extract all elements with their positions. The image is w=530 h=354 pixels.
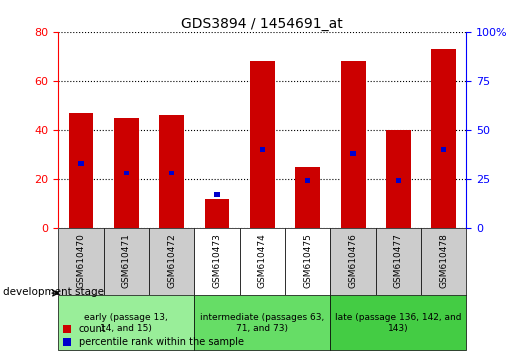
Text: GSM610476: GSM610476 bbox=[349, 233, 358, 288]
Bar bbox=[350, 151, 356, 156]
Title: GDS3894 / 1454691_at: GDS3894 / 1454691_at bbox=[181, 17, 343, 31]
Text: GSM610472: GSM610472 bbox=[167, 233, 176, 288]
Text: GSM610475: GSM610475 bbox=[303, 233, 312, 288]
Bar bbox=[149, 228, 195, 295]
Bar bbox=[386, 130, 411, 228]
Text: GSM610473: GSM610473 bbox=[213, 233, 222, 288]
Text: late (passage 136, 142, and
143): late (passage 136, 142, and 143) bbox=[335, 313, 462, 333]
Legend: count, percentile rank within the sample: count, percentile rank within the sample bbox=[63, 325, 244, 347]
Text: GSM610470: GSM610470 bbox=[76, 233, 85, 288]
Bar bbox=[376, 228, 421, 295]
Bar bbox=[195, 295, 330, 350]
Text: early (passage 13,
14, and 15): early (passage 13, 14, and 15) bbox=[84, 313, 168, 333]
Text: intermediate (passages 63,
71, and 73): intermediate (passages 63, 71, and 73) bbox=[200, 313, 324, 333]
Text: GSM610474: GSM610474 bbox=[258, 233, 267, 288]
Bar bbox=[395, 178, 401, 183]
Text: development stage: development stage bbox=[3, 287, 104, 297]
Bar bbox=[240, 228, 285, 295]
Bar bbox=[295, 167, 320, 228]
Bar bbox=[123, 171, 129, 176]
Text: GSM610477: GSM610477 bbox=[394, 233, 403, 288]
Text: GSM610478: GSM610478 bbox=[439, 233, 448, 288]
Bar bbox=[214, 192, 220, 197]
Bar bbox=[330, 295, 466, 350]
Bar bbox=[341, 61, 366, 228]
Bar bbox=[68, 113, 93, 228]
Bar bbox=[114, 118, 139, 228]
Bar bbox=[260, 147, 265, 152]
Bar bbox=[159, 115, 184, 228]
Bar bbox=[431, 49, 456, 228]
Bar bbox=[285, 228, 330, 295]
Bar bbox=[441, 147, 446, 152]
Bar bbox=[78, 161, 84, 166]
Bar bbox=[421, 228, 466, 295]
Bar bbox=[205, 199, 229, 228]
Bar bbox=[250, 61, 275, 228]
Bar bbox=[195, 228, 240, 295]
Text: GSM610471: GSM610471 bbox=[122, 233, 131, 288]
Bar bbox=[104, 228, 149, 295]
Bar bbox=[305, 178, 311, 183]
Bar bbox=[58, 295, 195, 350]
Bar bbox=[58, 228, 104, 295]
Bar bbox=[330, 228, 376, 295]
Bar bbox=[169, 171, 174, 176]
